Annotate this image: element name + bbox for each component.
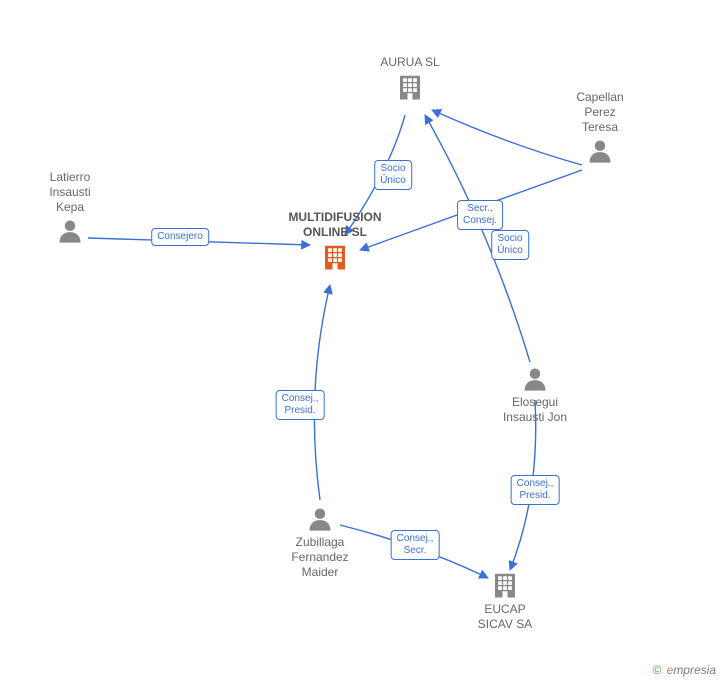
node-label: MULTIDIFUSION ONLINE SL — [275, 210, 395, 240]
person-icon — [475, 365, 595, 393]
brand-rest: mpresia — [673, 663, 716, 677]
node-label: Elosegui Insausti Jon — [475, 395, 595, 425]
node-label: AURUA SL — [350, 55, 470, 70]
node-label: Zubillaga Fernandez Maider — [260, 535, 380, 580]
node-capellan: Capellan Perez Teresa — [540, 90, 660, 167]
node-label: Capellan Perez Teresa — [540, 90, 660, 135]
building-icon — [350, 72, 470, 102]
edge-label-zubillaga-multi: Consej., Presid. — [276, 390, 325, 420]
edge-label-zubillaga-eucap: Consej., Secr. — [391, 530, 440, 560]
node-elosegui: Elosegui Insausti Jon — [475, 365, 595, 425]
person-icon — [10, 217, 130, 245]
person-icon — [540, 137, 660, 165]
copyright: © empresia — [652, 663, 716, 677]
edge-label-capellan-multi: Secr., Consej. — [457, 200, 503, 230]
person-icon — [260, 505, 380, 533]
node-label: Latierro Insausti Kepa — [10, 170, 130, 215]
node-latierro: Latierro Insausti Kepa — [10, 170, 130, 247]
node-label: EUCAP SICAV SA — [445, 602, 565, 632]
edge-label-latierro-multi: Consejero — [151, 228, 209, 246]
node-aurua: AURUA SL — [350, 55, 470, 104]
node-zubillaga: Zubillaga Fernandez Maider — [260, 505, 380, 580]
edge-label-elosegui-aurua: Socio Único — [491, 230, 529, 260]
building-icon — [445, 570, 565, 600]
building-icon — [275, 242, 395, 272]
edge-label-aurua-multi: Socio Único — [374, 160, 412, 190]
node-eucap: EUCAP SICAV SA — [445, 570, 565, 632]
edge-label-elosegui-eucap: Consej., Presid. — [511, 475, 560, 505]
copyright-symbol: © — [652, 663, 661, 677]
node-multi: MULTIDIFUSION ONLINE SL — [275, 210, 395, 274]
